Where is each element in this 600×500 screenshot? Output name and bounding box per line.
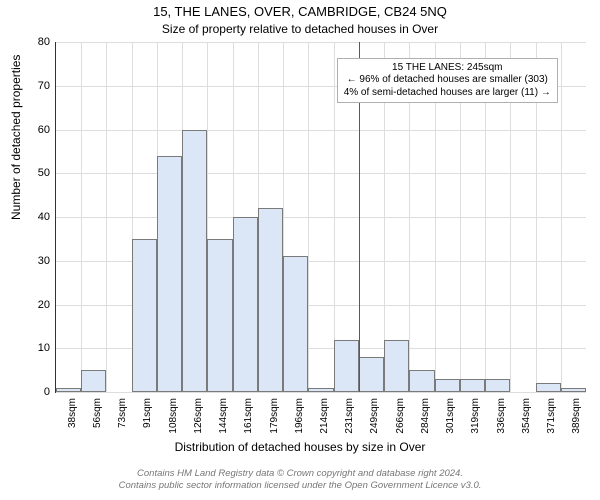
x-tick-label: 336sqm: [496, 398, 507, 434]
histogram-bar: [207, 239, 232, 392]
histogram-bar: [56, 388, 81, 392]
annotation-box: 15 THE LANES: 245sqm← 96% of detached ho…: [337, 58, 558, 104]
histogram-bar: [157, 156, 182, 392]
gridline-h: [56, 173, 586, 174]
x-tick-label: 91sqm: [142, 398, 153, 428]
annotation-line-3: 4% of semi-detached houses are larger (1…: [344, 87, 551, 98]
histogram-bar: [561, 388, 586, 392]
x-tick-label: 126sqm: [193, 398, 204, 434]
gridline-v: [106, 42, 107, 392]
x-tick-label: 73sqm: [117, 398, 128, 428]
y-tick-label: 70: [38, 80, 56, 92]
y-axis-label: Number of detached properties: [9, 55, 23, 220]
y-tick-label: 80: [38, 36, 56, 48]
x-tick-label: 38sqm: [67, 398, 78, 428]
x-tick-label: 301sqm: [445, 398, 456, 434]
histogram-bar: [308, 388, 333, 392]
x-axis-label: Distribution of detached houses by size …: [0, 440, 600, 454]
histogram-bar: [460, 379, 485, 392]
x-tick-label: 56sqm: [92, 398, 103, 428]
histogram-bar: [132, 239, 157, 392]
annotation-line-2: ← 96% of detached houses are smaller (30…: [347, 74, 548, 85]
gridline-h: [56, 392, 586, 393]
gridline-h: [56, 42, 586, 43]
x-tick-label: 284sqm: [420, 398, 431, 434]
x-tick-label: 371sqm: [546, 398, 557, 434]
x-tick-label: 319sqm: [470, 398, 481, 434]
y-tick-label: 60: [38, 124, 56, 136]
x-tick-label: 214sqm: [319, 398, 330, 434]
y-tick-label: 0: [44, 386, 56, 398]
histogram-bar: [182, 130, 207, 393]
histogram-bar: [485, 379, 510, 392]
y-tick-label: 10: [38, 342, 56, 354]
chart-subtitle: Size of property relative to detached ho…: [0, 22, 600, 36]
y-tick-label: 30: [38, 255, 56, 267]
gridline-h: [56, 130, 586, 131]
histogram-bar: [359, 357, 384, 392]
chart-title: 15, THE LANES, OVER, CAMBRIDGE, CB24 5NQ: [0, 4, 600, 19]
histogram-bar: [283, 256, 308, 392]
size-histogram-chart: 15, THE LANES, OVER, CAMBRIDGE, CB24 5NQ…: [0, 0, 600, 500]
x-tick-label: 179sqm: [269, 398, 280, 434]
gridline-v: [81, 42, 82, 392]
x-tick-label: 266sqm: [395, 398, 406, 434]
histogram-bar: [536, 383, 561, 392]
y-tick-label: 40: [38, 211, 56, 223]
histogram-bar: [384, 340, 409, 393]
gridline-v: [308, 42, 309, 392]
footer-line-2: Contains public sector information licen…: [119, 480, 482, 491]
footer-line-1: Contains HM Land Registry data © Crown c…: [137, 468, 463, 479]
histogram-bar: [435, 379, 460, 392]
x-tick-label: 108sqm: [168, 398, 179, 434]
histogram-bar: [81, 370, 106, 392]
chart-footer: Contains HM Land Registry data © Crown c…: [0, 468, 600, 493]
y-tick-label: 50: [38, 167, 56, 179]
x-tick-label: 354sqm: [521, 398, 532, 434]
histogram-bar: [258, 208, 283, 392]
plot-area: 0102030405060708038sqm56sqm73sqm91sqm108…: [55, 42, 586, 393]
x-tick-label: 144sqm: [218, 398, 229, 434]
histogram-bar: [233, 217, 258, 392]
x-tick-label: 196sqm: [294, 398, 305, 434]
x-tick-label: 389sqm: [571, 398, 582, 434]
histogram-bar: [334, 340, 359, 393]
annotation-line-1: 15 THE LANES: 245sqm: [392, 62, 502, 73]
x-tick-label: 161sqm: [243, 398, 254, 434]
x-tick-label: 249sqm: [369, 398, 380, 434]
x-tick-label: 231sqm: [344, 398, 355, 434]
gridline-v: [561, 42, 562, 392]
y-tick-label: 20: [38, 299, 56, 311]
gridline-h: [56, 217, 586, 218]
histogram-bar: [409, 370, 434, 392]
